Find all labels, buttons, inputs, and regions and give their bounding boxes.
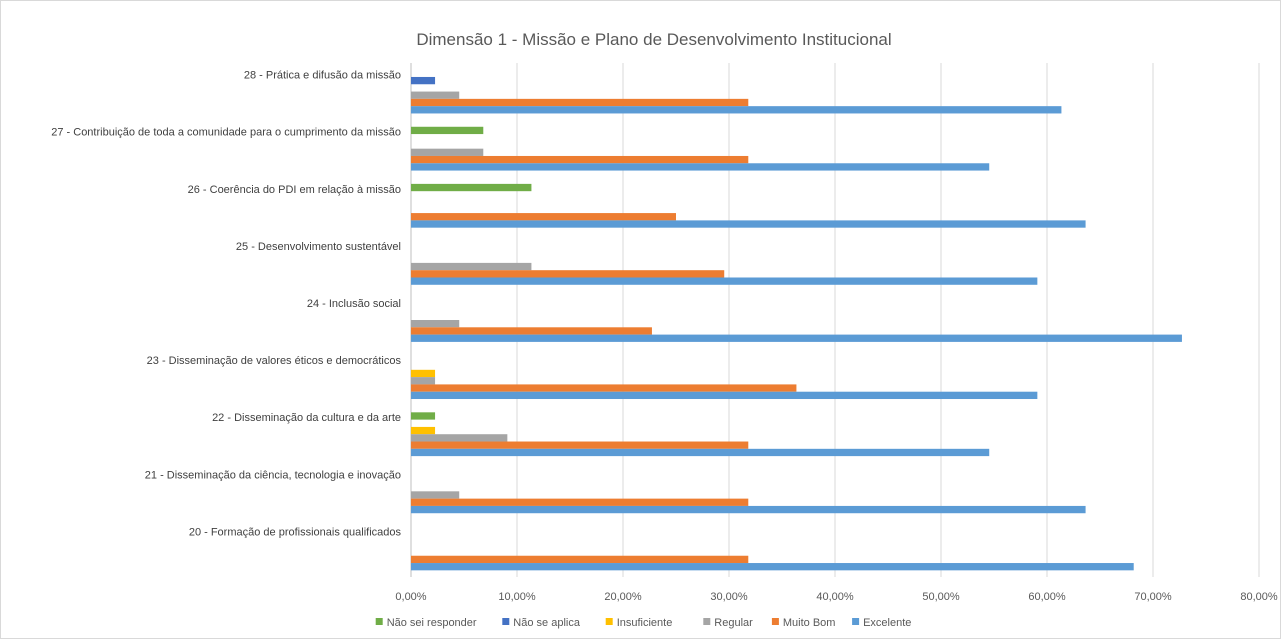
bar-regular [411,320,460,328]
x-tick-label: 50,00% [922,591,960,603]
category-label: 24 - Inclusão social [307,298,401,310]
legend-swatch [605,618,613,625]
x-tick-label: 10,00% [498,591,536,603]
legend-swatch [502,618,510,625]
bar-excelente [411,563,1134,571]
x-tick-label: 40,00% [816,591,854,603]
bar-muito-bom [411,441,749,449]
bar-excelente [411,220,1086,228]
category-label: 26 - Coerência do PDI em relação à missã… [188,184,401,196]
bar-regular [411,91,460,99]
bar-excelente [411,106,1062,114]
x-tick-label: 30,00% [710,591,748,603]
legend-swatch [703,618,711,625]
legend-label: Regular [714,617,753,629]
x-tick-label: 80,00% [1240,591,1278,603]
x-tick-label: 70,00% [1134,591,1172,603]
category-label: 22 - Disseminação da cultura e da arte [212,412,401,424]
bar-regular [411,491,460,499]
bar-regular [411,148,484,156]
bar-não-sei-responder [411,412,436,420]
bar-regular [411,262,532,271]
legend-label: Muito Bom [783,617,836,629]
chart-title: Dimensão 1 - Missão e Plano de Desenvolv… [416,30,891,49]
legend-swatch [375,618,383,625]
x-axis-tick-labels: 0,00% 10,00% 20,00% 30,00% 40,00% 50,00% 60,00… [395,591,1277,603]
bar-não-sei-responder [411,183,532,192]
bar-muito-bom [411,555,749,564]
legend-label: Não se aplica [513,617,581,629]
category-label: 28 - Prática e difusão da missão [244,70,401,82]
x-tick-label: 20,00% [604,591,642,603]
bar-não-se-aplica [411,76,436,85]
bar-não-sei-responder [411,126,484,135]
legend-label: Não sei responder [387,617,477,629]
category-labels: 20 - Formação de profissionais qualifica… [51,70,401,539]
category-label: 27 - Contribuição de toda a comunidade p… [51,127,401,139]
legend-swatch [771,618,779,625]
category-label: 20 - Formação de profissionais qualifica… [189,526,402,538]
category-label: 21 - Disseminação da ciência, tecnologia… [145,469,401,481]
bar-muito-bom [411,327,652,335]
bar-muito-bom [411,213,676,221]
bar-excelente [411,163,990,171]
legend-label: Excelente [863,617,911,629]
bar-regular [411,434,508,442]
bar-excelente [411,391,1038,400]
x-tick-label: 60,00% [1028,591,1066,603]
bar-muito-bom [411,384,797,392]
bar-excelente [411,334,1182,342]
x-tick-label: 0,00% [395,591,426,603]
bars [411,76,1182,571]
bar-muito-bom [411,155,749,164]
bar-muito-bom [411,498,749,506]
bar-insuficiente [411,369,436,378]
bar-muito-bom [411,270,725,278]
legend-swatch [852,618,860,625]
bar-muito-bom [411,98,749,107]
bar-insuficiente [411,426,436,435]
legend: Não sei responder Não se aplica Insuficien… [375,617,911,629]
bar-excelente [411,277,1038,285]
bar-regular [411,377,436,385]
legend-label: Insuficiente [617,617,673,629]
bar-excelente [411,505,1086,514]
bar-excelente [411,448,990,457]
category-label: 25 - Desenvolvimento sustentável [236,241,401,253]
category-label: 23 - Disseminação de valores éticos e de… [147,355,402,367]
